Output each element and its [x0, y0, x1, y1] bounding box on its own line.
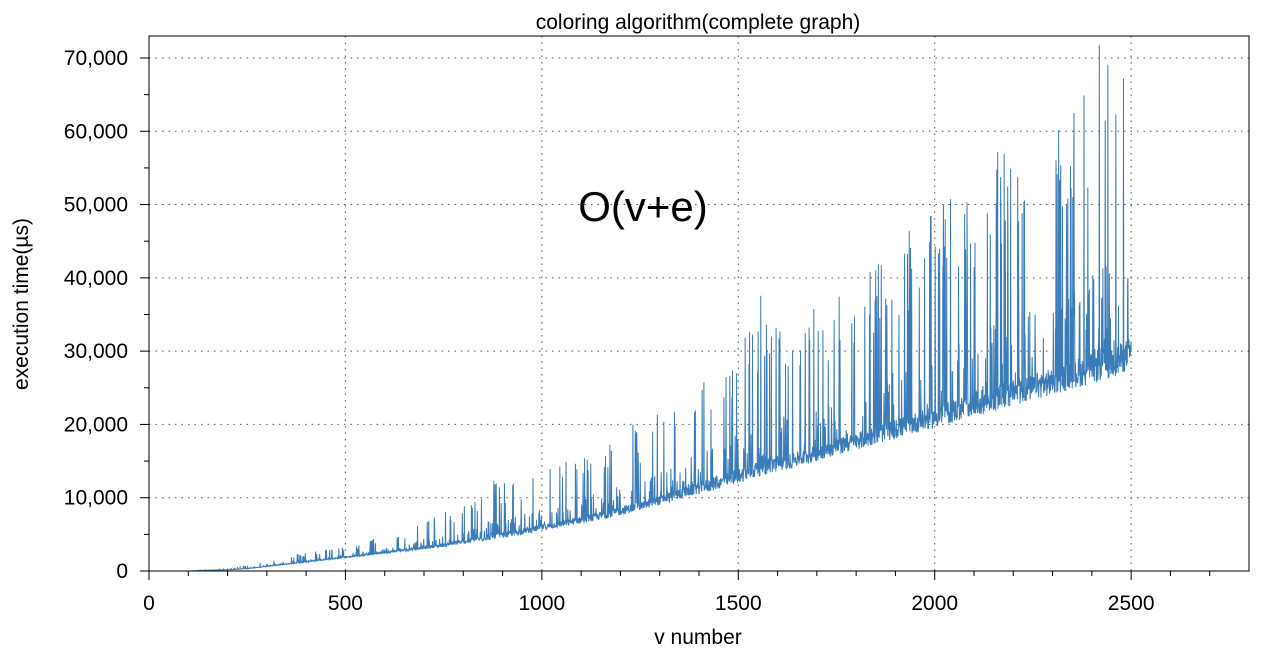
x-tick-label: 500 [328, 592, 363, 615]
y-tick-label: 60,000 [64, 120, 128, 143]
y-axis-label: execution time(µs) [10, 218, 33, 390]
series-line [188, 45, 1132, 572]
y-tick-label: 10,000 [64, 487, 128, 510]
series-layer [188, 45, 1132, 572]
y-tick-label: 70,000 [64, 47, 128, 70]
plot-frame [148, 35, 1250, 572]
axes: 0 500 1000 1500 2000 2500 0 10,000 20,000 30,000 4… [64, 47, 1211, 615]
y-tick-label: 20,000 [64, 413, 128, 436]
x-tick-label: 2500 [1108, 592, 1155, 615]
x-axis-label: v number [654, 626, 742, 649]
x-tick-label: 1000 [518, 592, 565, 615]
y-tick-label: 40,000 [64, 267, 128, 290]
x-tick-label: 0 [143, 592, 155, 615]
x-tick-label: 2000 [911, 592, 958, 615]
complexity-annotation: O(v+e) [578, 183, 708, 230]
y-tick-label: 50,000 [64, 194, 128, 217]
y-tick-label: 0 [116, 560, 128, 583]
x-tick-label: 1500 [715, 592, 762, 615]
chart-title: coloring algorithm(complete graph) [536, 11, 861, 34]
y-tick-label: 30,000 [64, 340, 128, 363]
